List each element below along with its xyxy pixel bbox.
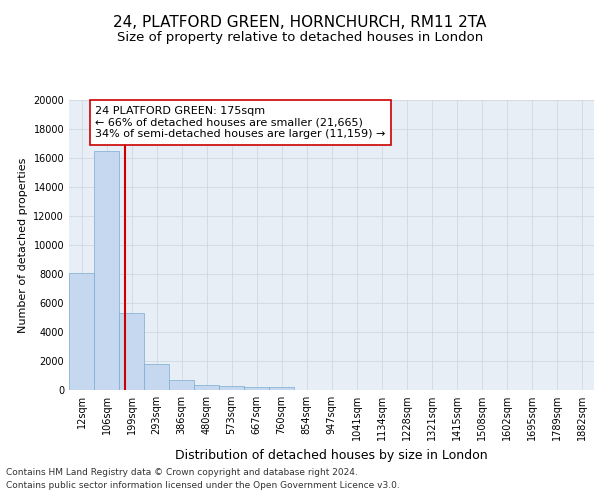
Text: Contains HM Land Registry data © Crown copyright and database right 2024.: Contains HM Land Registry data © Crown c…: [6, 468, 358, 477]
Bar: [219, 386, 244, 390]
Bar: [119, 313, 144, 390]
Bar: [169, 380, 194, 390]
Y-axis label: Number of detached properties: Number of detached properties: [18, 158, 28, 332]
Bar: [144, 364, 169, 390]
Text: 24, PLATFORD GREEN, HORNCHURCH, RM11 2TA: 24, PLATFORD GREEN, HORNCHURCH, RM11 2TA: [113, 15, 487, 30]
Text: 24 PLATFORD GREEN: 175sqm
← 66% of detached houses are smaller (21,665)
34% of s: 24 PLATFORD GREEN: 175sqm ← 66% of detac…: [95, 106, 386, 139]
Bar: [69, 272, 94, 390]
Bar: [269, 387, 294, 390]
Bar: [194, 385, 219, 390]
Text: Size of property relative to detached houses in London: Size of property relative to detached ho…: [117, 31, 483, 44]
Text: Contains public sector information licensed under the Open Government Licence v3: Contains public sector information licen…: [6, 480, 400, 490]
X-axis label: Distribution of detached houses by size in London: Distribution of detached houses by size …: [175, 448, 488, 462]
Bar: [244, 387, 269, 390]
Bar: [94, 151, 119, 390]
